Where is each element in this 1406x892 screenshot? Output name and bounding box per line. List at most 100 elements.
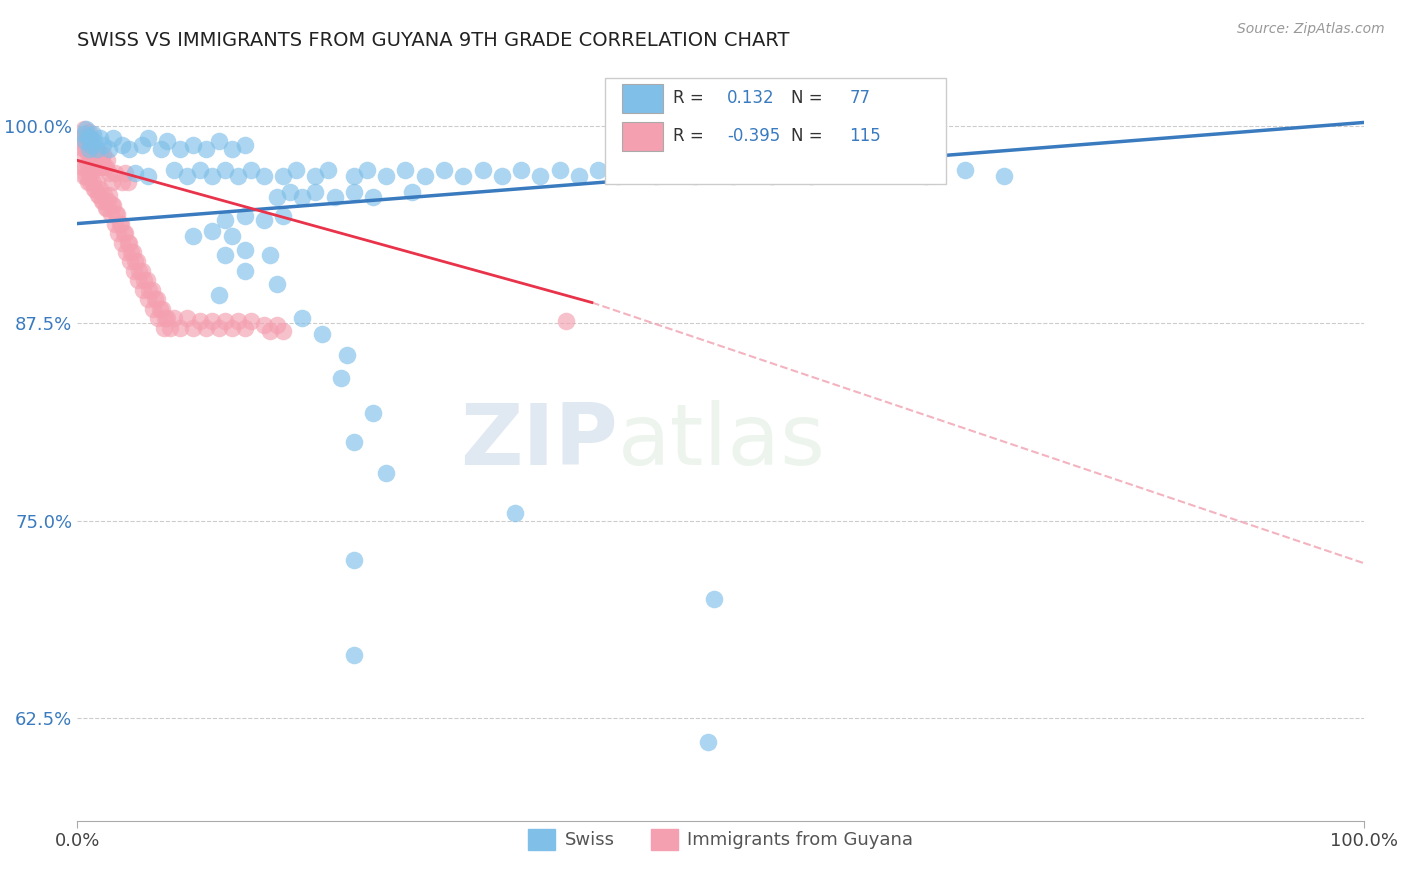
Point — [149, 142, 172, 156]
Point — [141, 283, 163, 297]
Point — [91, 147, 114, 161]
Point — [271, 209, 294, 223]
Point — [136, 131, 159, 145]
Point — [761, 169, 783, 184]
Point — [510, 162, 533, 177]
Point — [100, 207, 122, 221]
Point — [128, 264, 150, 278]
Point — [266, 190, 288, 204]
Point — [76, 129, 98, 144]
Point — [79, 153, 101, 168]
Point — [626, 162, 648, 177]
Point — [134, 273, 156, 287]
Point — [343, 553, 366, 567]
Text: 115: 115 — [849, 127, 882, 145]
Point — [83, 160, 105, 174]
Point — [83, 135, 105, 149]
Point — [117, 235, 139, 250]
Point — [135, 273, 157, 287]
Point — [94, 160, 117, 174]
Point — [149, 301, 172, 316]
Point — [169, 321, 191, 335]
Point — [80, 153, 103, 168]
Point — [101, 197, 124, 211]
Point — [104, 207, 127, 221]
Point — [75, 128, 97, 142]
Text: 77: 77 — [849, 89, 870, 107]
Point — [89, 188, 111, 202]
Point — [73, 135, 96, 149]
Point — [343, 169, 366, 184]
Point — [82, 127, 104, 141]
Point — [143, 293, 166, 307]
Point — [176, 311, 198, 326]
Text: Source: ZipAtlas.com: Source: ZipAtlas.com — [1237, 22, 1385, 37]
Point — [375, 466, 398, 480]
Point — [555, 314, 578, 328]
Point — [266, 318, 288, 332]
Point — [73, 150, 96, 164]
Point — [70, 131, 93, 145]
Point — [117, 176, 139, 190]
Point — [233, 209, 256, 223]
Point — [233, 321, 256, 335]
Point — [86, 142, 108, 156]
Point — [124, 166, 146, 180]
Point — [103, 131, 125, 145]
Point — [163, 311, 186, 326]
Point — [103, 197, 125, 211]
Text: -0.395: -0.395 — [727, 127, 780, 145]
Point — [80, 137, 103, 152]
Point — [73, 169, 96, 184]
Point — [121, 244, 143, 259]
Point — [112, 226, 135, 240]
Point — [233, 244, 256, 258]
Point — [98, 166, 121, 180]
Point — [214, 162, 236, 177]
Point — [343, 185, 366, 199]
Point — [83, 182, 105, 196]
Point — [208, 321, 231, 335]
Point — [120, 254, 142, 268]
Point — [111, 137, 134, 152]
Point — [104, 166, 127, 180]
Point — [226, 169, 249, 184]
Point — [291, 190, 314, 204]
Point — [221, 321, 243, 335]
Point — [291, 311, 314, 326]
Point — [361, 406, 384, 420]
Legend: Swiss, Immigrants from Guyana: Swiss, Immigrants from Guyana — [522, 822, 920, 857]
Point — [73, 127, 96, 141]
Point — [124, 254, 146, 268]
Point — [75, 169, 97, 184]
Point — [131, 137, 153, 152]
Point — [148, 311, 170, 326]
Point — [98, 188, 121, 202]
Point — [136, 169, 159, 184]
Point — [80, 166, 103, 180]
Point — [73, 160, 96, 174]
Point — [118, 235, 141, 250]
Point — [105, 207, 128, 221]
Point — [471, 162, 494, 177]
Bar — [621, 122, 662, 151]
Point — [181, 229, 204, 244]
Point — [94, 201, 117, 215]
Text: ZIP: ZIP — [460, 400, 617, 483]
Point — [77, 125, 100, 139]
Point — [146, 293, 169, 307]
Point — [111, 235, 134, 250]
Point — [93, 188, 115, 202]
Point — [75, 121, 97, 136]
Point — [214, 213, 236, 227]
Point — [76, 135, 98, 149]
Point — [89, 147, 111, 161]
Point — [323, 190, 346, 204]
Point — [568, 169, 591, 184]
Point — [266, 277, 288, 291]
Text: R =: R = — [673, 89, 709, 107]
Point — [93, 160, 115, 174]
Point — [142, 301, 165, 316]
Point — [741, 162, 763, 177]
Point — [150, 301, 173, 316]
